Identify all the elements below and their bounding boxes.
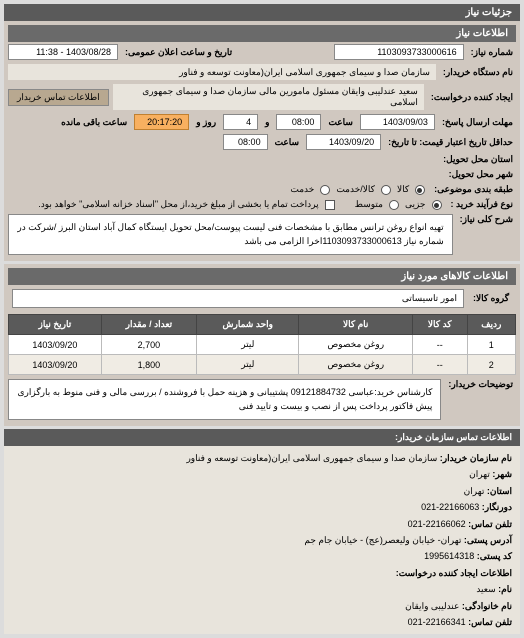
- city-value: تهران: [469, 469, 490, 479]
- phone-value: 22166062-021: [408, 519, 466, 529]
- creator-value: سعید عندلیبی وایقان مسئول مامورین مالی س…: [113, 84, 424, 110]
- contact-section: نام سازمان خریدار: سازمان صدا و سیمای جم…: [4, 446, 520, 634]
- cell: روغن مخصوص: [299, 355, 413, 375]
- packaging-label: طبقه بندی موضوعی:: [431, 184, 516, 195]
- cell: 1403/09/20: [9, 335, 102, 355]
- validity-hour: 08:00: [223, 134, 268, 150]
- reply-deadline-hour: 08:00: [276, 114, 321, 130]
- reply-deadline-label: مهلت ارسال پاسخ:: [439, 117, 516, 128]
- need-number-label: شماره نیاز:: [468, 47, 516, 58]
- and-label: و: [262, 117, 272, 128]
- validity-date: 1403/09/20: [306, 134, 381, 150]
- group-header: اطلاعات کالاهای مورد نیاز: [8, 268, 516, 285]
- table-row: 1 -- روغن مخصوص لیتر 2,700 1403/09/20: [9, 335, 516, 355]
- items-table: ردیف کد کالا نام کالا واحد شمارش تعداد /…: [8, 314, 516, 375]
- remaining-time: 20:17:20: [134, 114, 189, 130]
- delivery-province-label: استان محل تحویل:: [440, 154, 516, 165]
- address-label: آدرس پستی:: [464, 535, 512, 545]
- th-date: تاریخ نیاز: [9, 315, 102, 335]
- buyer-notes-text: کارشناس خرید:عباسی 09121884732 پشتیبانی …: [8, 379, 441, 420]
- cell: 1: [467, 335, 515, 355]
- day-label: روز و: [193, 117, 219, 128]
- treasury-checkbox[interactable]: [325, 200, 335, 210]
- remain-label: ساعت باقی مانده: [58, 117, 130, 128]
- postal-label: کد پستی:: [477, 551, 512, 561]
- creator-phone-value: 22166341-021: [408, 617, 466, 627]
- radio-khedmat[interactable]: [320, 185, 330, 195]
- page-header: جزئیات نیاز: [4, 4, 520, 21]
- contact-info-button[interactable]: اطلاعات تماس خریدار: [8, 89, 109, 106]
- th-code: کد کالا: [412, 315, 467, 335]
- cell: --: [412, 335, 467, 355]
- table-row: 2 -- روغن مخصوص لیتر 1,800 1403/09/20: [9, 355, 516, 375]
- need-number-value: 1103093733000616: [334, 44, 464, 60]
- cell: روغن مخصوص: [299, 335, 413, 355]
- th-name: نام کالا: [299, 315, 413, 335]
- radio-kala[interactable]: [415, 185, 425, 195]
- buyer-device-value: سازمان صدا و سیمای جمهوری اسلامی ایران(م…: [8, 64, 436, 80]
- radio-jozi[interactable]: [432, 200, 442, 210]
- opt-motevaset: متوسط: [355, 199, 383, 210]
- creator-subheader: اطلاعات ایجاد کننده درخواست:: [396, 568, 512, 578]
- buyer-device-label: نام دستگاه خریدار:: [440, 67, 516, 78]
- group-label: گروه کالا:: [470, 293, 512, 304]
- buyer-notes-label: توضیحات خریدار:: [445, 379, 516, 390]
- creator-label: ایجاد کننده درخواست:: [428, 92, 516, 103]
- opt-kala: کالا: [397, 184, 409, 195]
- family-value: عندلیبی وایقان: [405, 601, 459, 611]
- group-value: امور تاسیساتی: [12, 289, 464, 308]
- purchase-type-label: نوع فرآیند خرید :: [448, 199, 517, 210]
- delivery-city-label: شهر محل تحویل:: [446, 169, 516, 180]
- opt-kala-khedmat: کالا/خدمت: [336, 184, 375, 195]
- main-desc-label: شرح کلی نیاز:: [457, 214, 516, 225]
- opt-jozi: جزیی: [405, 199, 426, 210]
- cell: 2: [467, 355, 515, 375]
- hour-label-1: ساعت: [325, 117, 356, 128]
- radio-kala-khedmat[interactable]: [381, 185, 391, 195]
- opt-khedmat: خدمت: [290, 184, 314, 195]
- cell: 2,700: [101, 335, 196, 355]
- cell: --: [412, 355, 467, 375]
- reply-days: 4: [223, 114, 258, 130]
- hour-label-2: ساعت: [272, 137, 303, 148]
- address-value: تهران- خیابان ولیعصر(عج) - خیابان جام جم: [304, 535, 461, 545]
- validity-deadline-label: حداقل تاریخ اعتبار قیمت: تا تاریخ:: [385, 137, 516, 148]
- name-value: سعید: [476, 584, 495, 594]
- province-label: استان:: [487, 486, 512, 496]
- cell: لیتر: [197, 335, 299, 355]
- postal-value: 1995614318: [424, 551, 474, 561]
- radio-motevaset[interactable]: [389, 200, 399, 210]
- treasury-note: پرداخت تمام یا بخشی از مبلغ خرید،از محل …: [38, 199, 318, 210]
- th-unit: واحد شمارش: [197, 315, 299, 335]
- announce-date-value: 1403/08/28 - 11:38: [8, 44, 118, 60]
- phone-label: تلفن تماس:: [468, 519, 512, 529]
- announce-date-label: تاریخ و ساعت اعلان عمومی:: [122, 47, 235, 58]
- cell: 1403/09/20: [9, 355, 102, 375]
- province-value: تهران: [464, 486, 485, 496]
- reply-deadline-date: 1403/09/03: [360, 114, 435, 130]
- contact-header: اطلاعات تماس سازمان خریدار:: [4, 429, 520, 446]
- info-header: اطلاعات نیاز: [8, 25, 516, 42]
- cell: 1,800: [101, 355, 196, 375]
- main-desc-text: تهیه انواع روغن ترانس مطابق با مشخصات فن…: [8, 214, 453, 255]
- fax-value: 22166063-021: [421, 502, 479, 512]
- fax-label: دورنگار:: [482, 502, 512, 512]
- org-name-value: سازمان صدا و سیمای جمهوری اسلامی ایران(م…: [186, 453, 437, 463]
- family-label: نام خانوادگی:: [462, 601, 512, 611]
- creator-phone-label: تلفن تماس:: [468, 617, 512, 627]
- th-index: ردیف: [467, 315, 515, 335]
- org-name-label: نام سازمان خریدار:: [440, 453, 512, 463]
- city-label: شهر:: [492, 469, 512, 479]
- cell: لیتر: [197, 355, 299, 375]
- th-qty: تعداد / مقدار: [101, 315, 196, 335]
- name-label: نام:: [498, 584, 512, 594]
